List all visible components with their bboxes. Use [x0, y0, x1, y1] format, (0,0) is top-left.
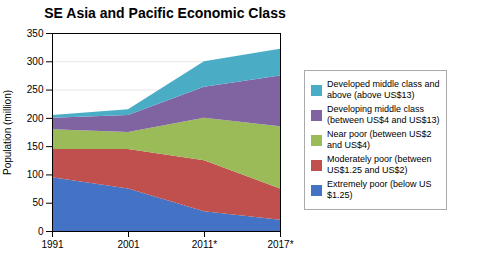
svg-text:350: 350	[27, 28, 44, 39]
svg-text:2001: 2001	[117, 239, 140, 250]
svg-text:250: 250	[27, 84, 44, 95]
html-text:SE Asia and Pacific Economic C: SE Asia and Pacific Economic Class	[44, 5, 286, 21]
svg-text:300: 300	[27, 56, 44, 67]
svg-text:Population (million): Population (million)	[2, 90, 13, 175]
svg-text:2011*: 2011*	[192, 239, 218, 250]
svg-text:200: 200	[27, 113, 44, 124]
html-text:Near poor (between US$2 and US: Near poor (between US$2 and US$4)	[327, 129, 432, 150]
svg-text:2017*: 2017*	[267, 239, 293, 250]
html-text:Extremely poor (below US $1.25: Extremely poor (below US $1.25)	[327, 179, 432, 200]
svg-text:0: 0	[38, 226, 44, 237]
svg-text:150: 150	[27, 141, 44, 152]
html-text:Moderately poor (between US$1.: Moderately poor (between US$1.25 and US$…	[327, 154, 432, 175]
html-text:Developed middle class and abo: Developed middle class and above (above …	[327, 79, 440, 100]
svg-text:100: 100	[27, 169, 44, 180]
html-text:Developing middle class (betwe: Developing middle class (between US$4 an…	[327, 104, 440, 125]
svg-text:1991: 1991	[41, 239, 64, 250]
svg-text:50: 50	[32, 197, 44, 208]
